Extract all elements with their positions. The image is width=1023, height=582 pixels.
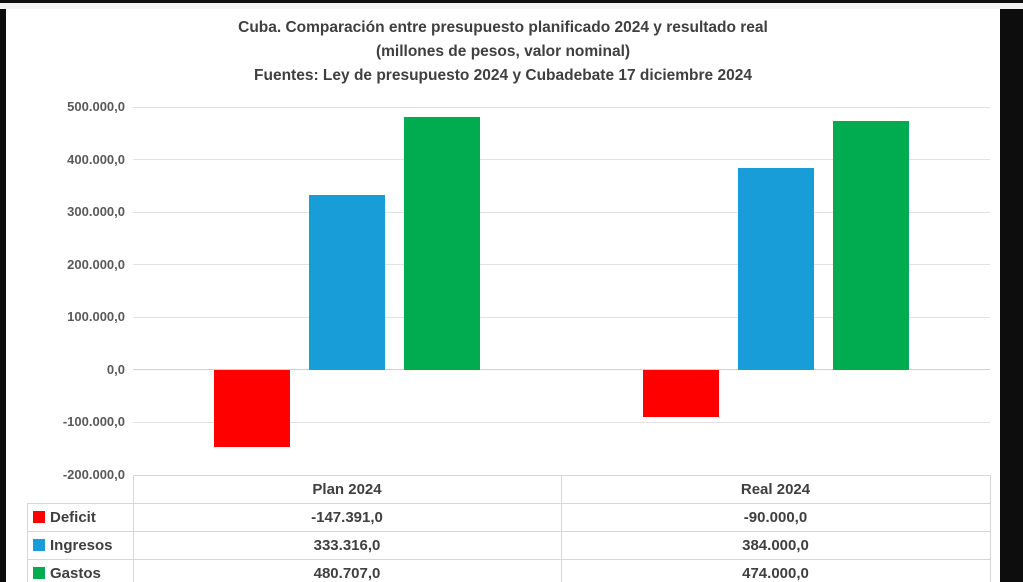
y-axis-tick-label: 500.000,0 <box>67 99 125 114</box>
chart-title-block: Cuba. Comparación entre presupuesto plan… <box>6 16 1000 88</box>
y-axis-tick-label: 400.000,0 <box>67 151 125 167</box>
y-axis-tick-label: 0,0 <box>106 361 125 377</box>
legend-swatch-gastos <box>33 567 45 579</box>
gridline <box>133 159 990 161</box>
bar-ingresos-real-2024 <box>737 167 814 370</box>
gridline <box>133 421 990 423</box>
gridline <box>133 264 990 266</box>
gridline <box>133 211 990 213</box>
frame-light-strip <box>0 3 1023 9</box>
frame-top-bar <box>0 0 1023 3</box>
bar-ingresos-plan-2024 <box>309 194 386 370</box>
table-border <box>133 475 134 582</box>
table-border <box>990 475 991 582</box>
zero-gridline <box>133 369 990 371</box>
gridline <box>133 106 990 108</box>
table-border <box>27 559 990 560</box>
table-value-ingresos-real-2024: 384.000,0 <box>742 536 809 554</box>
bar-gastos-real-2024 <box>832 120 909 370</box>
bar-deficit-real-2024 <box>642 369 719 418</box>
bar-deficit-plan-2024 <box>214 369 291 448</box>
legend-swatch-ingresos <box>33 539 45 551</box>
bar-gastos-plan-2024 <box>404 117 481 370</box>
y-axis-tick-label: 100.000,0 <box>67 309 125 325</box>
table-border <box>561 475 562 582</box>
table-value-ingresos-plan-2024: 333.316,0 <box>313 536 381 554</box>
y-axis-tick-label: -200.000,0 <box>62 467 125 482</box>
legend-swatch-deficit <box>33 511 45 523</box>
table-value-gastos-real-2024: 474.000,0 <box>742 564 809 582</box>
table-value-deficit-real-2024: -90.000,0 <box>743 508 808 526</box>
table-border <box>27 531 990 532</box>
gridline <box>133 316 990 318</box>
chart-title-line3: Fuentes: Ley de presupuesto 2024 y Cubad… <box>254 67 752 84</box>
table-border <box>27 503 990 504</box>
legend-series-label: Deficit <box>50 508 96 526</box>
table-value-deficit-plan-2024: -147.391,0 <box>311 508 383 526</box>
frame-right-bar <box>1000 9 1023 582</box>
table-header-plan-2024: Plan 2024 <box>312 480 382 498</box>
legend-item-deficit: Deficit <box>27 503 133 531</box>
legend-item-gastos: Gastos <box>27 559 133 582</box>
chart-title-line2: (millones de pesos, valor nominal) <box>375 43 631 60</box>
legend-item-ingresos: Ingresos <box>27 531 133 559</box>
table-value-gastos-plan-2024: 480.707,0 <box>313 564 381 582</box>
chart-title-line1: Cuba. Comparación entre presupuesto plan… <box>238 19 768 36</box>
frame-left-bar <box>0 9 6 582</box>
legend-series-label: Gastos <box>50 564 101 582</box>
table-border <box>27 503 28 582</box>
table-header-real-2024: Real 2024 <box>740 480 811 498</box>
chart-canvas: Cuba. Comparación entre presupuesto plan… <box>6 9 1000 582</box>
y-axis-tick-label: 300.000,0 <box>67 204 125 220</box>
legend-series-label: Ingresos <box>50 536 113 554</box>
y-axis-tick-label: 200.000,0 <box>67 256 125 272</box>
y-axis-tick-label: -100.000,0 <box>62 414 125 430</box>
